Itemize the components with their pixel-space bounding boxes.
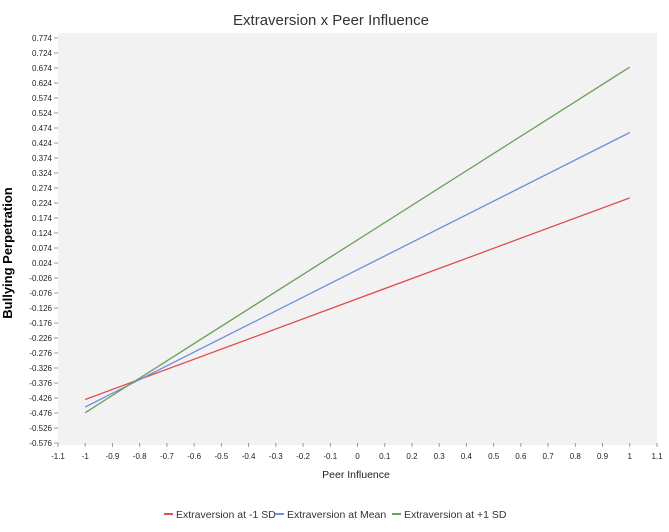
y-tick-label: 0.024: [32, 259, 53, 268]
y-tick-label: -0.326: [29, 364, 52, 373]
x-axis-label: Peer Influence: [322, 469, 390, 481]
x-tick-label: 0.7: [543, 452, 555, 461]
y-tick-label: -0.126: [29, 304, 52, 313]
y-tick-label: 0.424: [32, 139, 53, 148]
x-tick-label: 0.9: [597, 452, 609, 461]
y-tick-label: 0.224: [32, 199, 53, 208]
y-tick-label: -0.426: [29, 394, 52, 403]
x-tick-label: -0.7: [160, 452, 174, 461]
y-tick-label: 0.124: [32, 229, 53, 238]
x-tick-label: -0.9: [106, 452, 120, 461]
y-tick-label: 0.674: [32, 64, 53, 73]
legend: Extraversion at -1 SD Extraversion at Mea…: [164, 509, 507, 521]
y-tick-label: -0.026: [29, 274, 52, 283]
x-tick-label: -0.6: [187, 452, 201, 461]
y-tick-label: 0.574: [32, 94, 53, 103]
plot-area: [58, 33, 657, 445]
chart-title: Extraversion x Peer Influence: [233, 12, 429, 29]
x-tick-label: -1: [82, 452, 90, 461]
y-tick-label: -0.176: [29, 319, 52, 328]
legend-label: Extraversion at +1 SD: [404, 509, 507, 521]
x-tick-label: -0.4: [242, 452, 256, 461]
y-tick-label: -0.276: [29, 349, 52, 358]
legend-item-1[interactable]: Extraversion at -1 SD: [164, 509, 276, 521]
y-tick-label: -0.576: [29, 439, 52, 448]
y-tick-label: -0.376: [29, 379, 52, 388]
x-tick-label: -0.5: [214, 452, 228, 461]
x-tick-label: 1.1: [651, 452, 663, 461]
x-tick-label: 0.3: [434, 452, 446, 461]
x-tick-label: 1: [628, 452, 633, 461]
x-tick-label: -0.2: [296, 452, 310, 461]
x-tick-label: -0.1: [323, 452, 337, 461]
x-tick-label: 0.2: [406, 452, 418, 461]
legend-label: Extraversion at Mean: [287, 509, 386, 521]
x-tick-label: 0.4: [461, 452, 473, 461]
x-tick-label: 0.8: [570, 452, 582, 461]
series-line-2: [84, 131, 631, 408]
y-tick-label: -0.076: [29, 289, 52, 298]
x-tick-label: 0: [355, 452, 360, 461]
y-axis-label: Bullying Perpetration: [0, 187, 15, 319]
y-tick-label: 0.724: [32, 49, 53, 58]
legend-item-3[interactable]: Extraversion at +1 SD: [392, 509, 507, 521]
x-tick-label: 0.6: [515, 452, 527, 461]
x-tick-label: 0.5: [488, 452, 500, 461]
x-tick-label: -0.8: [133, 452, 147, 461]
legend-item-2[interactable]: Extraversion at Mean: [275, 509, 386, 521]
y-tick-label: -0.476: [29, 409, 52, 418]
x-tick-label: -1.1: [51, 452, 65, 461]
y-tick-label: 0.524: [32, 109, 53, 118]
legend-label: Extraversion at -1 SD: [176, 509, 276, 521]
y-tick-label: 0.324: [32, 169, 53, 178]
series-line-1: [84, 197, 631, 401]
y-tick-label: 0.374: [32, 154, 53, 163]
y-tick-label: 0.624: [32, 79, 53, 88]
y-tick-label: 0.174: [32, 214, 53, 223]
y-tick-label: -0.526: [29, 424, 52, 433]
y-tick-label: 0.474: [32, 124, 53, 133]
y-tick-label: 0.074: [32, 244, 53, 253]
x-tick-label: 0.1: [379, 452, 391, 461]
y-tick-label: 0.274: [32, 184, 53, 193]
x-tick-label: -0.3: [269, 452, 283, 461]
series-line-3: [84, 66, 631, 414]
y-tick-label: 0.774: [32, 34, 53, 43]
y-tick-label: -0.226: [29, 334, 52, 343]
